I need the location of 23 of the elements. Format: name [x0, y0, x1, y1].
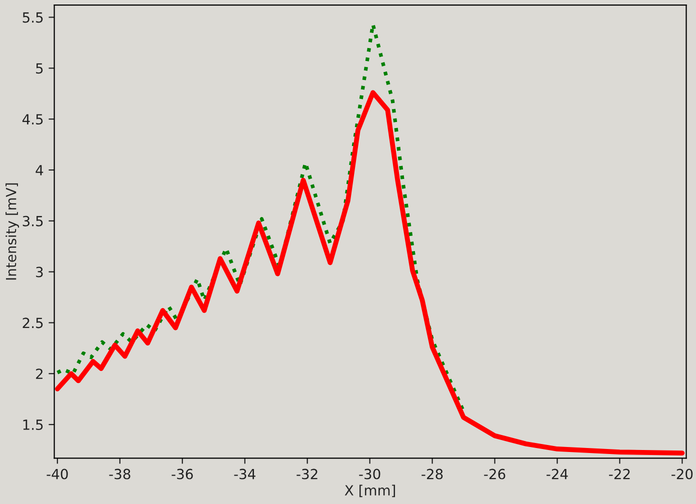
x-tick-label: -28	[422, 468, 443, 480]
y-tick-label: 2	[36, 368, 42, 379]
y-tick-label: 4.5	[22, 114, 43, 125]
x-tick-label: -36	[172, 468, 193, 480]
x-axis-title: X [mm]	[344, 484, 395, 498]
x-tick-label: -24	[546, 468, 568, 480]
y-tick-label: 1.5	[23, 420, 43, 430]
y-tick-label: 5.5	[22, 12, 43, 23]
y-tick-label: 3.5	[22, 216, 43, 226]
x-tick-label: -40	[46, 468, 68, 480]
line-series	[54, 90, 685, 456]
x-tick-label: -26	[484, 468, 506, 480]
y-axis-title: Intensity [mV]	[6, 183, 20, 280]
x-tick-label: -22	[609, 468, 630, 480]
y-tick-label: 2.5	[22, 318, 43, 328]
y-tick-label: 5	[36, 63, 43, 74]
y-tick-label: 3	[36, 266, 43, 278]
x-tick-label: -20	[672, 468, 693, 480]
y-tick-label: 4	[36, 165, 44, 176]
x-tick-label: -38	[109, 468, 130, 480]
x-tick-label: -30	[359, 468, 380, 480]
x-tick-label: -34	[234, 468, 256, 480]
x-tick-label: -32	[296, 468, 318, 480]
